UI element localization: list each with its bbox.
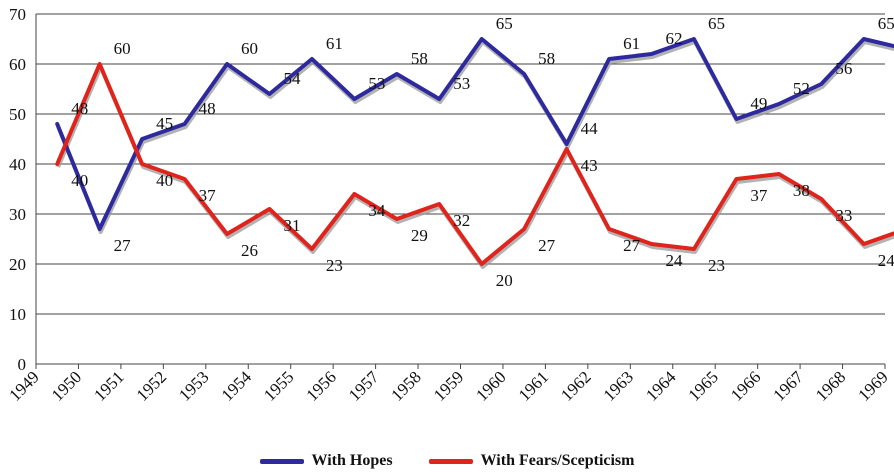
data-label-0-1956: 53 [368, 74, 385, 93]
x-tick-label-1965: 1965 [685, 367, 722, 404]
data-label-1-1950: 60 [114, 39, 131, 58]
data-label-0-1952: 48 [199, 99, 216, 118]
legend-label-fears: With Fears/Scepticism [480, 452, 635, 469]
series-line-0 [55, 37, 894, 231]
data-label-1-1954: 31 [283, 216, 300, 235]
data-label-0-1954: 54 [283, 69, 301, 88]
data-label-1-1949: 40 [71, 171, 88, 190]
x-tick-label-1969: 1969 [854, 367, 891, 404]
series-lines [55, 37, 894, 269]
y-tick-label-70: 70 [9, 5, 26, 24]
y-tick-label-10: 10 [9, 305, 26, 324]
data-label-0-1967: 56 [835, 59, 852, 78]
data-label-0-1951: 45 [156, 114, 173, 133]
data-label-1-1962: 27 [623, 236, 641, 255]
x-tick-label-1960: 1960 [472, 367, 509, 404]
y-tick-labels: 0 10 20 30 40 50 60 70 [9, 5, 26, 374]
data-label-0-1963: 62 [666, 29, 683, 48]
legend-swatch-hopes [259, 458, 304, 464]
data-label-1-1955: 23 [326, 256, 343, 275]
gridlines [36, 13, 885, 315]
data-label-0-1961: 44 [581, 119, 599, 138]
series-shadow-1 [56, 65, 894, 269]
x-tick-label-1959: 1959 [430, 367, 467, 404]
data-label-0-1965: 49 [750, 94, 767, 113]
data-label-1-1966: 38 [793, 181, 810, 200]
y-tick-label-0: 0 [18, 355, 27, 374]
axes [35, 14, 886, 369]
y-tick-label-40: 40 [9, 155, 26, 174]
x-tick-label-1962: 1962 [557, 367, 594, 404]
x-tick-label-1953: 1953 [175, 367, 212, 404]
data-labels: 48 27 45 48 60 54 61 53 58 53 65 58 44 61 62 65 49 52 56 65… [71, 14, 894, 290]
y-tick-label-60: 60 [9, 55, 26, 74]
x-tick-label-1952: 1952 [133, 367, 170, 404]
series-shadow-0 [56, 40, 894, 234]
x-tick-label-1961: 1961 [515, 367, 552, 404]
y-tick-label-50: 50 [9, 105, 26, 124]
data-label-1-1968: 24 [878, 251, 894, 270]
x-tick-labels: 1949 1950 1951 1952 1953 1954 1955 1956 1957 1958… [5, 367, 891, 405]
data-label-1-1952: 37 [199, 186, 217, 205]
x-tick-label-1956: 1956 [303, 367, 340, 404]
data-label-0-1962: 61 [623, 34, 640, 53]
legend-item-hopes: With Hopes [259, 452, 393, 470]
data-label-0-1950: 27 [114, 236, 132, 255]
data-label-1-1951: 40 [156, 171, 173, 190]
x-tick-label-1957: 1957 [345, 367, 383, 405]
data-label-0-1960: 58 [538, 49, 555, 68]
x-tick-label-1950: 1950 [48, 367, 85, 404]
data-label-1-1963: 24 [666, 251, 684, 270]
data-label-0-1968: 65 [878, 14, 894, 33]
data-label-1-1965: 37 [750, 186, 768, 205]
data-label-1-1964: 23 [708, 256, 725, 275]
x-tick-label-1949: 1949 [5, 367, 42, 404]
x-tick-label-1954: 1954 [218, 367, 256, 405]
x-tick-label-1968: 1968 [812, 367, 849, 404]
data-label-1-1960: 27 [538, 236, 556, 255]
data-label-0-1957: 58 [411, 49, 428, 68]
data-label-1-1953: 26 [241, 241, 258, 260]
y-tick-label-20: 20 [9, 255, 26, 274]
data-label-0-1958: 53 [453, 74, 470, 93]
x-tick-label-1964: 1964 [642, 367, 680, 405]
data-label-0-1966: 52 [793, 79, 810, 98]
series-line-1 [55, 62, 894, 266]
data-label-0-1964: 65 [708, 14, 725, 33]
data-label-0-1949: 48 [71, 99, 88, 118]
data-label-1-1961: 43 [581, 156, 598, 175]
x-tick-label-1967: 1967 [769, 367, 807, 405]
legend-swatch-fears [428, 458, 473, 464]
data-label-0-1959: 65 [496, 14, 513, 33]
data-label-0-1955: 61 [326, 34, 343, 53]
x-tick-label-1966: 1966 [727, 367, 764, 404]
x-tick-label-1955: 1955 [260, 367, 297, 404]
data-label-1-1967: 33 [835, 206, 852, 225]
data-label-0-1953: 60 [241, 39, 258, 58]
x-tick-label-1951: 1951 [90, 367, 127, 404]
legend-label-hopes: With Hopes [311, 452, 393, 469]
y-tick-label-30: 30 [9, 205, 26, 224]
data-label-1-1956: 34 [368, 201, 386, 220]
x-tick-label-1958: 1958 [387, 367, 424, 404]
legend-item-fears: With Fears/Scepticism [428, 452, 635, 470]
x-tick-label-1963: 1963 [600, 367, 637, 404]
data-label-1-1958: 32 [453, 211, 470, 230]
legend: With Hopes With Fears/Scepticism [0, 452, 894, 470]
data-label-1-1957: 29 [411, 226, 428, 245]
data-label-1-1959: 20 [496, 271, 513, 290]
